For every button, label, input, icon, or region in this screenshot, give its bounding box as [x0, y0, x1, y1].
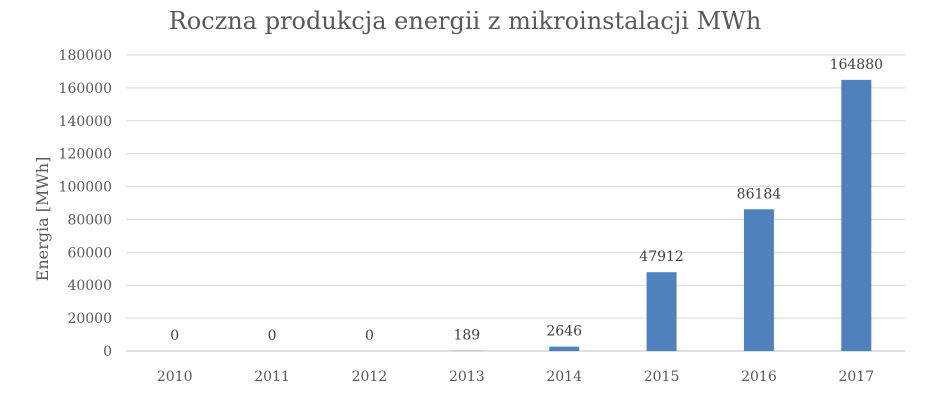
y-axis-ticks: 0 20000 40000 60000 80000 100000 120000 140000 1…	[59, 48, 112, 360]
data-label-2015: 47912	[639, 249, 684, 265]
y-tick-label: 140000	[59, 114, 112, 130]
x-axis-ticks: 2010 2011 2012 2013 2014 2015 2016 2017	[157, 369, 874, 385]
data-label-2013: 189	[453, 328, 480, 344]
x-tick-label: 2017	[838, 369, 874, 385]
y-tick-label: 60000	[67, 245, 112, 261]
y-tick-label: 180000	[59, 48, 112, 64]
data-label-2014: 2646	[546, 324, 582, 340]
y-tick-label: 160000	[59, 81, 112, 97]
x-tick-label: 2010	[157, 369, 193, 385]
x-tick-label: 2013	[449, 369, 485, 385]
data-label-2017: 164880	[830, 57, 883, 73]
data-label-2010: 0	[170, 328, 179, 344]
y-tick-label: 100000	[59, 180, 112, 196]
data-label-2016: 86184	[737, 186, 782, 202]
bar-2016	[743, 209, 774, 351]
x-tick-label: 2012	[352, 369, 388, 385]
x-tick-label: 2014	[546, 369, 582, 385]
x-tick-label: 2015	[644, 369, 680, 385]
chart-title: Roczna produkcja energii z mikroinstalac…	[169, 7, 762, 35]
x-tick-label: 2016	[741, 369, 777, 385]
y-tick-label: 20000	[67, 311, 112, 327]
bars	[451, 79, 872, 351]
data-label-2012: 0	[365, 328, 374, 344]
data-label-2011: 0	[268, 328, 277, 344]
y-tick-label: 40000	[67, 278, 112, 294]
bar-2014	[549, 346, 580, 351]
bar-2015	[646, 272, 677, 351]
y-tick-label: 0	[103, 344, 112, 360]
bar-2017	[841, 79, 872, 351]
y-axis-label: Energia [MWh]	[33, 157, 52, 282]
data-labels: 0 0 0 189 2646 47912 86184 164880	[170, 57, 883, 344]
y-tick-label: 80000	[67, 212, 112, 228]
x-tick-label: 2011	[254, 369, 290, 385]
y-tick-label: 120000	[59, 147, 112, 163]
gridlines	[126, 54, 905, 352]
